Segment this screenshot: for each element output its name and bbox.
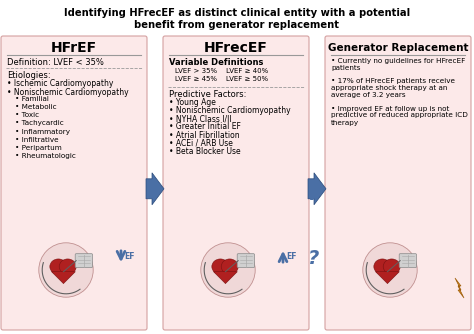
Text: • Tachycardic: • Tachycardic — [15, 120, 64, 126]
Circle shape — [363, 243, 417, 297]
Text: LVEF ≥ 45%    LVEF ≥ 50%: LVEF ≥ 45% LVEF ≥ 50% — [175, 76, 268, 82]
FancyBboxPatch shape — [399, 254, 417, 268]
Text: • 17% of HFrecEF patients receive appropriate shock therapy at an average of 3.2: • 17% of HFrecEF patients receive approp… — [331, 78, 455, 98]
Text: • ACEi / ARB Use: • ACEi / ARB Use — [169, 139, 233, 148]
Ellipse shape — [221, 259, 238, 274]
Text: Etiologies:: Etiologies: — [7, 71, 51, 80]
Polygon shape — [146, 173, 164, 205]
Text: • Improved EF at follow up is not predictive of reduced appropriate ICD therapy: • Improved EF at follow up is not predic… — [331, 106, 468, 126]
Text: ?: ? — [308, 248, 319, 268]
Text: • Young Age: • Young Age — [169, 98, 216, 107]
Ellipse shape — [50, 259, 67, 274]
Circle shape — [201, 243, 255, 297]
Text: • Rheumatologic: • Rheumatologic — [15, 153, 76, 159]
Text: Generator Replacement: Generator Replacement — [328, 43, 468, 53]
Text: EF: EF — [124, 252, 135, 261]
FancyBboxPatch shape — [325, 36, 471, 330]
FancyBboxPatch shape — [163, 36, 309, 330]
Polygon shape — [52, 272, 75, 284]
Polygon shape — [455, 278, 464, 298]
Text: • NYHA Class I/II: • NYHA Class I/II — [169, 114, 232, 123]
Text: • Peripartum: • Peripartum — [15, 145, 62, 151]
Text: Variable Definitions: Variable Definitions — [169, 58, 264, 67]
Text: HFrecEF: HFrecEF — [204, 41, 268, 55]
Text: • Metabolic: • Metabolic — [15, 104, 56, 110]
Text: • Atrial Fibrillation: • Atrial Fibrillation — [169, 131, 240, 140]
Ellipse shape — [59, 259, 76, 274]
Text: • Nonischemic Cardiomyopathy: • Nonischemic Cardiomyopathy — [7, 88, 128, 97]
Text: • Toxic: • Toxic — [15, 112, 39, 118]
Text: Identifying HFrecEF as distinct clinical entity with a potential: Identifying HFrecEF as distinct clinical… — [64, 8, 410, 18]
FancyBboxPatch shape — [75, 254, 92, 268]
Text: Definition: LVEF < 35%: Definition: LVEF < 35% — [7, 58, 104, 67]
Polygon shape — [375, 272, 400, 284]
Text: Predictive Factors:: Predictive Factors: — [169, 90, 246, 99]
Text: LVEF > 35%    LVEF ≥ 40%: LVEF > 35% LVEF ≥ 40% — [175, 68, 268, 74]
Text: • Beta Blocker Use: • Beta Blocker Use — [169, 147, 241, 156]
Polygon shape — [214, 272, 237, 284]
FancyBboxPatch shape — [237, 254, 255, 268]
Text: • Greater Initial EF: • Greater Initial EF — [169, 122, 241, 131]
Polygon shape — [308, 173, 326, 205]
FancyBboxPatch shape — [1, 36, 147, 330]
Text: • Inflammatory: • Inflammatory — [15, 129, 70, 135]
Text: • Nonischemic Cardiomyopathy: • Nonischemic Cardiomyopathy — [169, 106, 291, 115]
Text: • Currently no guidelines for HFrecEF patients: • Currently no guidelines for HFrecEF pa… — [331, 58, 465, 71]
Circle shape — [39, 243, 93, 297]
Text: • Ischemic Cardiomyopathy: • Ischemic Cardiomyopathy — [7, 79, 113, 89]
Text: • Infiltrative: • Infiltrative — [15, 137, 59, 143]
Text: HFrEF: HFrEF — [51, 41, 97, 55]
Text: ?: ? — [308, 185, 319, 204]
Text: benefit from generator replacement: benefit from generator replacement — [135, 20, 339, 30]
Ellipse shape — [212, 259, 229, 274]
Text: • Familial: • Familial — [15, 96, 49, 102]
Ellipse shape — [383, 259, 400, 274]
Text: EF: EF — [286, 252, 297, 261]
Ellipse shape — [374, 259, 391, 274]
